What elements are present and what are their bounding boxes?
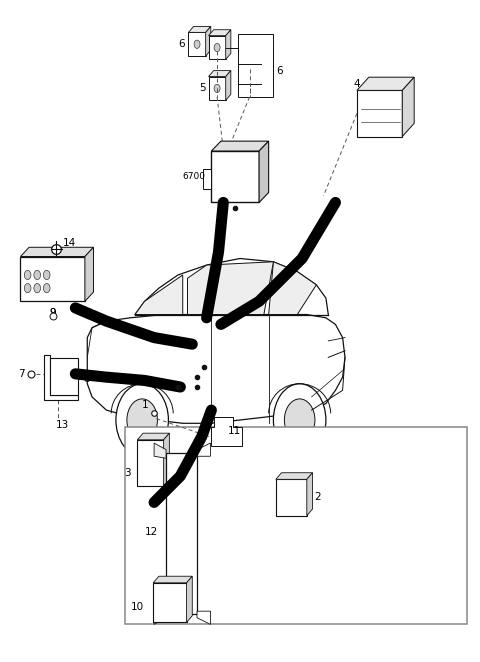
Polygon shape — [226, 30, 231, 60]
Polygon shape — [153, 576, 192, 583]
Circle shape — [34, 283, 40, 293]
Polygon shape — [44, 355, 78, 401]
Polygon shape — [154, 443, 166, 458]
Circle shape — [274, 384, 326, 456]
Circle shape — [214, 84, 220, 93]
Circle shape — [284, 399, 315, 441]
Text: 11: 11 — [228, 426, 241, 436]
Bar — [125, 426, 467, 624]
Polygon shape — [205, 26, 211, 56]
Bar — [211, 151, 259, 203]
Polygon shape — [276, 473, 312, 479]
Bar — [50, 358, 78, 395]
Polygon shape — [197, 611, 210, 624]
Polygon shape — [208, 30, 231, 36]
Bar — [241, 72, 258, 95]
Text: 6700: 6700 — [182, 172, 205, 181]
Text: 9: 9 — [49, 308, 56, 318]
Circle shape — [43, 270, 50, 279]
Polygon shape — [154, 609, 166, 624]
Bar — [208, 77, 226, 100]
Bar — [153, 583, 187, 622]
Polygon shape — [87, 314, 345, 423]
Bar — [357, 91, 402, 136]
Circle shape — [24, 283, 31, 293]
Text: 1: 1 — [142, 400, 148, 410]
Polygon shape — [402, 77, 414, 136]
Polygon shape — [241, 66, 264, 72]
Text: 6: 6 — [276, 66, 282, 75]
Circle shape — [214, 44, 220, 52]
Text: 10: 10 — [131, 602, 144, 612]
Polygon shape — [21, 248, 94, 256]
Polygon shape — [135, 275, 183, 314]
Text: 12: 12 — [144, 527, 158, 537]
Polygon shape — [197, 443, 210, 456]
Circle shape — [247, 79, 252, 88]
Bar — [208, 36, 226, 60]
Text: 4: 4 — [354, 79, 360, 89]
Circle shape — [116, 384, 168, 456]
Text: 7: 7 — [18, 369, 24, 379]
Polygon shape — [307, 473, 312, 516]
Bar — [21, 256, 85, 301]
Polygon shape — [258, 66, 264, 95]
Bar — [189, 32, 205, 56]
Bar — [276, 479, 307, 516]
Circle shape — [43, 283, 50, 293]
Bar — [241, 52, 258, 76]
Text: 2: 2 — [314, 492, 321, 502]
Polygon shape — [259, 141, 269, 203]
Polygon shape — [187, 576, 192, 622]
Polygon shape — [208, 71, 231, 77]
Circle shape — [247, 60, 252, 68]
Polygon shape — [211, 141, 269, 151]
Bar — [203, 169, 211, 189]
Text: 8: 8 — [84, 374, 90, 384]
Text: 3: 3 — [125, 468, 131, 478]
Text: 14: 14 — [62, 238, 76, 248]
Polygon shape — [241, 46, 264, 52]
Text: 9: 9 — [49, 308, 56, 318]
Bar — [238, 34, 274, 97]
Text: 13: 13 — [55, 420, 69, 430]
Polygon shape — [189, 26, 211, 32]
Circle shape — [24, 270, 31, 279]
Polygon shape — [164, 433, 169, 486]
Polygon shape — [357, 77, 414, 91]
Text: 5: 5 — [199, 83, 205, 93]
Polygon shape — [85, 248, 94, 301]
Polygon shape — [269, 261, 316, 314]
Bar — [137, 440, 164, 486]
Bar — [166, 453, 197, 614]
Circle shape — [127, 399, 157, 441]
Polygon shape — [211, 416, 242, 446]
Polygon shape — [188, 261, 274, 314]
Circle shape — [194, 40, 200, 48]
Polygon shape — [226, 71, 231, 100]
Polygon shape — [137, 433, 169, 440]
Circle shape — [34, 270, 40, 279]
Text: 6: 6 — [179, 39, 185, 49]
Polygon shape — [258, 46, 264, 76]
